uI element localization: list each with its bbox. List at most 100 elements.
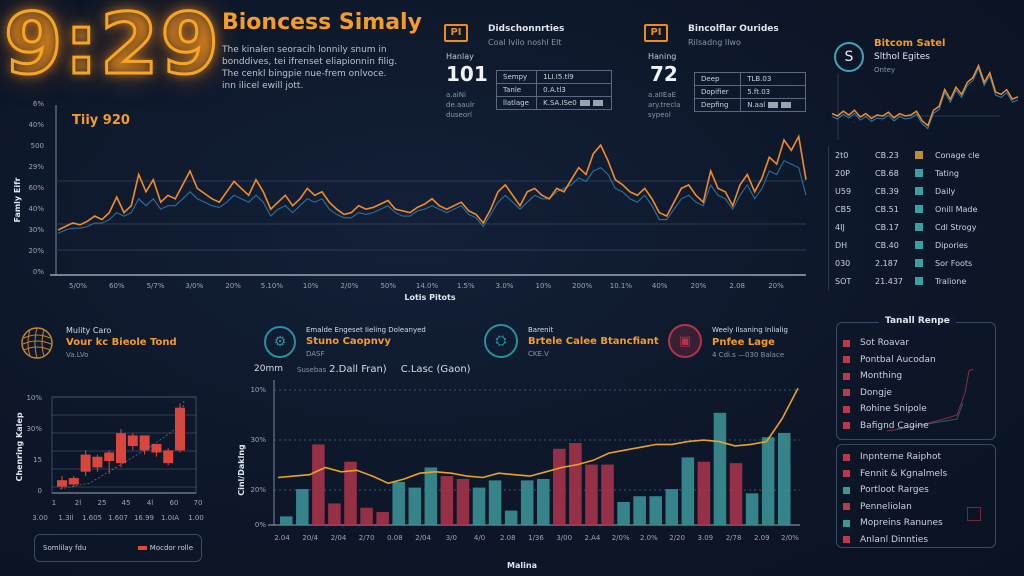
stat-card-1[interactable]: PI Didschonnrties Coal Ivilo noshl Elt H… [444, 22, 644, 132]
robot-circle-icon: ⚙ [264, 326, 296, 358]
candle-body [57, 480, 67, 487]
list-item[interactable]: Fennit & Kgnalmels [843, 466, 947, 483]
mini-bar-icon [768, 102, 779, 108]
list-item[interactable]: Mopreins Ranunes [843, 515, 947, 532]
legend-value: 21.437 [875, 276, 903, 286]
list-item-label: Penneliolan [860, 501, 912, 512]
legend-swatch [137, 546, 147, 550]
bullet-square-icon [843, 356, 850, 364]
bar-chart-header: 20mm Susebas 2.Dall Fran) C.Lasc (Gaon) [254, 364, 471, 375]
stat-card-2[interactable]: PI Bincolflar Ourides Rilsadng lIwo Hani… [644, 22, 844, 132]
stat-card-label: Haning [648, 52, 677, 61]
candle-body [139, 435, 150, 451]
list-item[interactable]: Bafignd Cagine [843, 418, 936, 435]
list-item[interactable]: Portloot Rarges [843, 482, 947, 499]
bullet-square-icon [843, 405, 850, 413]
bar [617, 501, 630, 525]
stat-note: a.aIIEaE [648, 91, 677, 99]
x-tick-label: 2.04 [274, 534, 290, 542]
bitcoin-title: Bitcom Satel [874, 38, 946, 49]
x-tick-label: 1.5% [457, 282, 475, 290]
y-tick-label: 0% [255, 521, 266, 529]
panel-header-1 [20, 326, 54, 364]
app-title: Bioncess Simaly [222, 10, 422, 35]
bar [440, 476, 454, 525]
x-tick-label: 10% [303, 282, 319, 290]
x-tick-label-secondary: 1.605 [82, 514, 102, 522]
list-box-title: Tanall Renpe [879, 316, 956, 326]
panel-top-label: Emalde Engeset Iieling Doleanyed [306, 326, 426, 334]
table-cell: Tanle [495, 83, 538, 97]
bar [392, 481, 405, 525]
candlestick-chart: 10% 30% 15 0 Chenring Kalep 1 2l 25 45 4l 60 70 3.00… [15, 394, 204, 522]
legend-swatch [915, 223, 923, 231]
table-row: Sempy 1LI.I5.tl9 [495, 70, 612, 84]
x-tick-label: 2.A4 [584, 534, 600, 542]
x-tick-label: 50% [380, 282, 396, 290]
legend-row: SOT 21.437 Tralione [835, 272, 1018, 290]
candle-body [163, 450, 174, 464]
x-tick-label: 2/0% [340, 282, 358, 290]
legend-marker: 4IJ [835, 222, 845, 232]
machine-circle-icon: ⛭ [484, 324, 518, 358]
x-tick-label: 2/0% [612, 534, 630, 542]
list-box-1: Tanall Renpe Sot Roavar Pontbal Aucodan Mo… [836, 316, 996, 440]
stat-card-title: Bincolflar Ourides [688, 24, 779, 34]
legend-marker: DH [835, 240, 848, 250]
y-tick-label: 29% [28, 163, 44, 171]
panel-subtitle: Va.LVo [66, 351, 89, 359]
bar [537, 478, 550, 525]
candle-body [68, 478, 79, 485]
bar [761, 437, 775, 525]
list-item-label: Bafignd Cagine [860, 420, 929, 431]
bitcoin-note: Ontey [874, 66, 896, 74]
legend-item: Somlilay fdu [43, 544, 87, 552]
stat-note: ary.trecla [648, 101, 681, 109]
list-item[interactable]: Inpnterne Raiphot [843, 449, 947, 466]
list-item[interactable]: Pontbal Aucodan [843, 352, 936, 369]
stat-note: de.aaulr [446, 101, 475, 109]
spark-line-secondary [831, 67, 1019, 130]
legend-swatch [915, 259, 923, 267]
bar [488, 480, 502, 525]
bar [553, 448, 566, 525]
bullet-square-icon [843, 470, 850, 478]
main-line-chart: 6% 40% 500 29% 60% 40% 30% 20% 0% 5/0% 60% 5/7% 3/0%… [13, 100, 807, 302]
bar [777, 432, 791, 525]
legend-value: CB.51 [875, 204, 899, 214]
list-item[interactable]: Rohine Snipole [843, 401, 936, 418]
legend-row: 20P CB.68 Tating [835, 164, 1018, 182]
bar [312, 444, 325, 525]
table-row: Depfing N.aal [693, 98, 806, 112]
bar [520, 480, 534, 525]
bar-line-chart: 10% 30% 20% 0% Cinl/Daklng 2.04 20/4 2/04 2/70 0.… [237, 380, 800, 570]
x-tick-label: 2.08 [500, 534, 516, 542]
y-tick-label: 500 [31, 142, 44, 150]
panel-top-label: Barenit [528, 326, 554, 334]
bar [585, 464, 598, 525]
panel-subtitle: 4 Cdi.s —030 Balace [712, 351, 785, 359]
x-tick-label: 60% [109, 282, 125, 290]
bar-chart-range: 20mm [254, 364, 283, 374]
list-item[interactable]: Sot Roavar [843, 335, 936, 352]
app-description: The kinalen seoracih lonnily snum in bon… [222, 45, 398, 91]
legend-swatch [915, 187, 923, 195]
table-cell: Deep [693, 72, 742, 86]
x-tick-label: 1/36 [528, 534, 544, 542]
y-tick-label: 40% [28, 205, 44, 213]
x-tick-label-secondary: 1.3Il [58, 514, 73, 522]
legend-marker: CB5 [835, 204, 852, 214]
list-item[interactable]: Dongje [843, 385, 936, 402]
x-tick-label-secondary: 1.00 [188, 514, 204, 522]
candle-body [151, 443, 162, 453]
panel-title: Brtele Calee Btancfiant [528, 336, 659, 347]
x-tick-label: 5/0% [69, 282, 87, 290]
table-row: Tanle 0.A.tl3 [495, 83, 612, 97]
list-item[interactable]: Monthing [843, 368, 936, 385]
list-item[interactable]: Penneliolan [843, 499, 947, 516]
x-tick-label: 3/00 [556, 534, 572, 542]
x-tick-label: 5.10% [261, 282, 284, 290]
x-tick-label: 3/0% [185, 282, 203, 290]
x-tick-label: 2/0% [781, 534, 799, 542]
list-item[interactable]: Anlanl Dinnties [843, 532, 947, 549]
